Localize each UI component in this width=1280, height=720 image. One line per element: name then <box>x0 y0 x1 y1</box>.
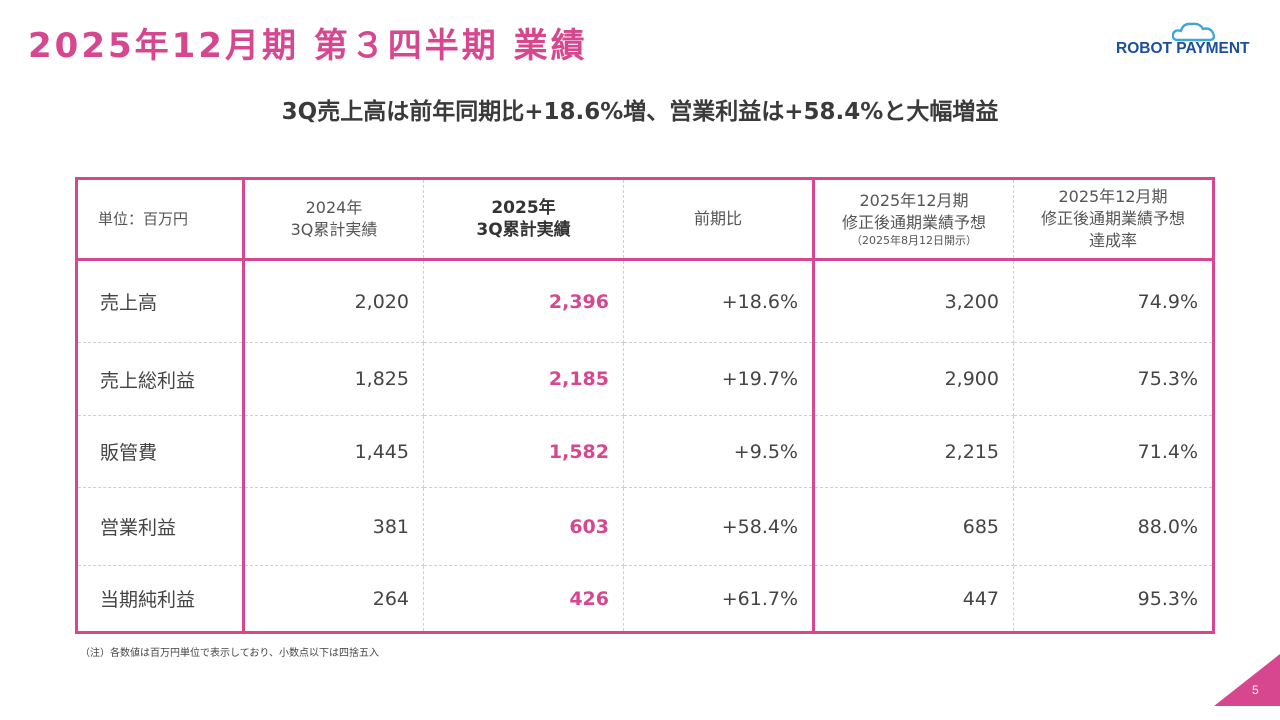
row-label: 営業利益 <box>76 487 245 566</box>
forecast-header-line2: 修正後通期業績予想 <box>841 213 986 232</box>
rate-header-line1: 2025年12月期 <box>1058 187 1168 206</box>
prev-value: 381 <box>243 487 424 566</box>
current-year-header: 2025年 3Q累計実績 <box>423 178 624 261</box>
yoy-value: +9.5% <box>623 415 815 488</box>
unit-header: 単位：百万円 <box>76 178 245 261</box>
prev-year-header-line1: 2024年 <box>305 198 363 217</box>
cloud-icon <box>1172 22 1216 42</box>
headline: 3Q売上高は前年同期比+18.6%増、営業利益は+58.4%と大幅増益 <box>281 99 999 125</box>
achievement-rate-header: 2025年12月期 修正後通期業績予想 達成率 <box>1013 178 1214 261</box>
prev-year-header: 2024年 3Q累計実績 <box>243 178 424 261</box>
forecast-header-line1: 2025年12月期 <box>859 191 969 210</box>
forecast-value: 2,215 <box>813 415 1014 488</box>
corner-triangle-decoration <box>1214 654 1280 706</box>
forecast-value: 447 <box>813 565 1014 633</box>
footnote: （注）各数値は百万円単位で表示しており、小数点以下は四捨五入 <box>80 648 379 659</box>
achievement-rate: 71.4% <box>1013 415 1214 488</box>
forecast-value: 3,200 <box>813 259 1014 343</box>
prev-year-header-line2: 3Q累計実績 <box>290 220 378 239</box>
table-header-row: 単位：百万円 2024年 3Q累計実績 2025年 3Q累計実績 前期比 202… <box>76 178 1214 261</box>
rate-header-line3: 達成率 <box>1088 231 1137 250</box>
forecast-value: 2,900 <box>813 342 1014 416</box>
prev-value: 264 <box>243 565 424 633</box>
page-title: 2025年12月期 第３四半期 業績 <box>28 26 588 66</box>
forecast-header: 2025年12月期 修正後通期業績予想 （2025年8月12日開示） <box>813 178 1014 261</box>
forecast-value: 685 <box>813 487 1014 566</box>
yoy-value: +61.7% <box>623 565 815 633</box>
rate-header-line2: 修正後通期業績予想 <box>1040 209 1185 228</box>
forecast-header-note: （2025年8月12日開示） <box>851 234 977 247</box>
achievement-rate: 95.3% <box>1137 587 1198 610</box>
prev-value: 1,825 <box>243 342 424 416</box>
company-logo: ROBOT PAYMENT <box>1116 22 1258 64</box>
page-number: 5 <box>1252 683 1259 697</box>
current-value: 2,396 <box>423 259 624 343</box>
current-value: 2,185 <box>423 342 624 416</box>
prev-value: 2,020 <box>243 259 424 343</box>
achievement-rate: 75.3% <box>1013 342 1214 416</box>
achievement-rate: 88.0% <box>1013 487 1214 566</box>
yoy-value: +58.4% <box>623 487 815 566</box>
logo-text: ROBOT PAYMENT <box>1116 40 1250 57</box>
row-label: 販管費 <box>76 415 245 488</box>
current-value: 1,582 <box>423 415 624 488</box>
row-label: 当期純利益 <box>76 565 245 633</box>
table-row: 売上高 2,020 2,396 +18.6% 3,200 74.9% <box>76 259 1214 343</box>
current-value: 603 <box>423 487 624 566</box>
table-row: 販管費 1,445 1,582 +9.5% 2,215 71.4% <box>76 415 1214 488</box>
row-label: 売上総利益 <box>76 342 245 416</box>
table-row: 売上総利益 1,825 2,185 +19.7% 2,900 75.3% <box>76 342 1214 416</box>
table-row: 当期純利益 264 426 +61.7% 447 95.3% <box>76 565 1214 633</box>
prev-value: 1,445 <box>243 415 424 488</box>
yoy-header: 前期比 <box>623 178 815 261</box>
row-label: 売上高 <box>76 259 245 343</box>
current-value: 426 <box>423 565 624 633</box>
yoy-value: +18.6% <box>623 259 815 343</box>
current-year-header-line1: 2025年 <box>491 198 556 218</box>
current-year-header-line2: 3Q累計実績 <box>476 220 571 240</box>
achievement-rate: 74.9% <box>1013 259 1214 343</box>
yoy-value: +19.7% <box>623 342 815 416</box>
results-table: 単位：百万円 2024年 3Q累計実績 2025年 3Q累計実績 前期比 202… <box>75 177 1215 634</box>
table-row: 営業利益 381 603 +58.4% 685 88.0% <box>76 487 1214 566</box>
